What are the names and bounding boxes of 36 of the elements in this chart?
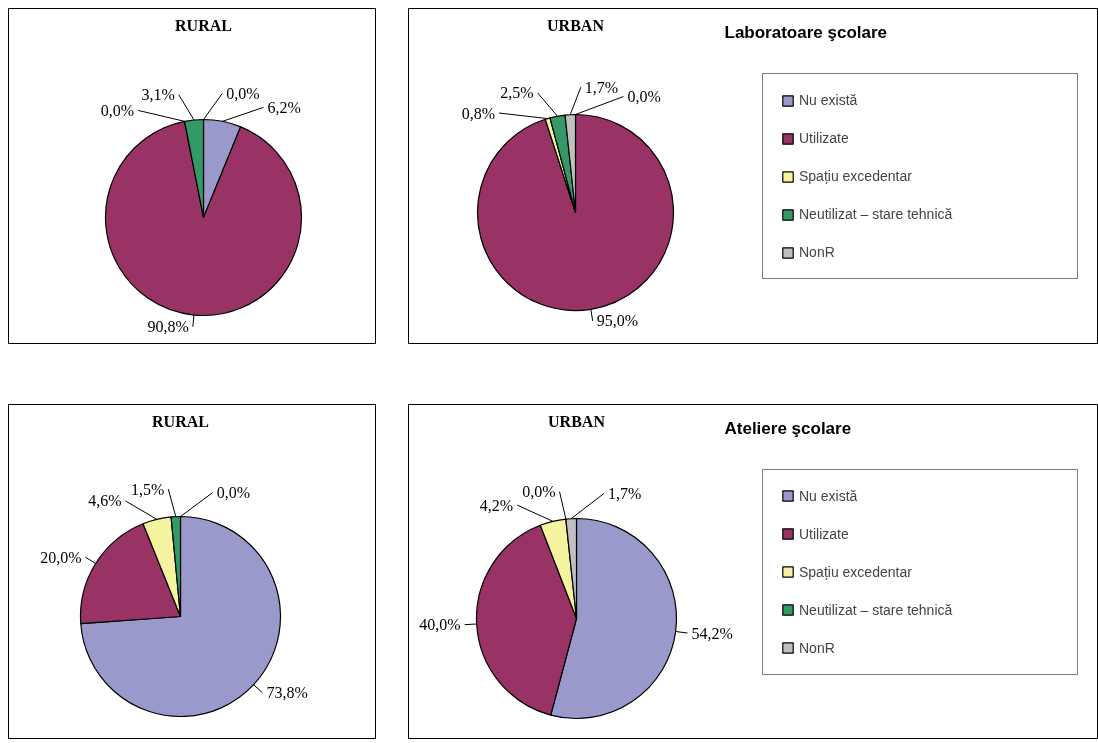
chart-subtitle: Ateliere şcolare bbox=[724, 418, 852, 438]
data-label: 1,7% bbox=[584, 78, 619, 96]
data-label: 2,5% bbox=[500, 84, 534, 102]
legend-label: Neutilizat – stare tehnică bbox=[799, 601, 954, 618]
data-label: 95,0% bbox=[596, 312, 638, 330]
data-label: 3,1% bbox=[141, 86, 175, 104]
text: 0,0% bbox=[216, 484, 250, 502]
legend-label: NonR bbox=[799, 639, 836, 656]
data-label: 6,2% bbox=[267, 98, 301, 116]
data-label: 90,8% bbox=[147, 318, 189, 336]
legend-label: Nu există bbox=[799, 487, 859, 504]
data-label: 4,6% bbox=[88, 492, 122, 510]
data-label: 73,8% bbox=[266, 684, 308, 702]
chart-title: URBAN bbox=[548, 412, 606, 430]
data-label: 54,2% bbox=[691, 624, 733, 642]
legend-label: NonR bbox=[799, 244, 836, 260]
legend-label: Nu există bbox=[799, 92, 859, 108]
legend-label: Spațiu excedentar bbox=[799, 168, 913, 184]
text: 0,0% bbox=[627, 88, 661, 106]
chart-title: RURAL bbox=[152, 412, 209, 430]
data-label: 20,0% bbox=[40, 548, 82, 566]
data-label: 0,8% bbox=[461, 104, 496, 122]
legend-label: Neutilizat – stare tehnică bbox=[799, 206, 954, 222]
data-label: 1,5% bbox=[130, 480, 165, 498]
chart-title: URBAN bbox=[547, 16, 605, 34]
chart-subtitle: Laboratoare şcolare bbox=[724, 22, 888, 42]
data-label: 1,7% bbox=[607, 484, 642, 502]
data-label: 40,0% bbox=[419, 616, 461, 634]
text: 0,0% bbox=[226, 84, 260, 102]
text: 0,0% bbox=[522, 483, 556, 501]
legend-label: Utilizate bbox=[799, 525, 850, 542]
chart-title: RURAL bbox=[175, 16, 232, 34]
legend-label: Spațiu excedentar bbox=[799, 563, 913, 580]
data-label: 4,2% bbox=[479, 496, 514, 514]
text: 0,0% bbox=[100, 101, 135, 119]
legend-label: Utilizate bbox=[799, 130, 850, 146]
